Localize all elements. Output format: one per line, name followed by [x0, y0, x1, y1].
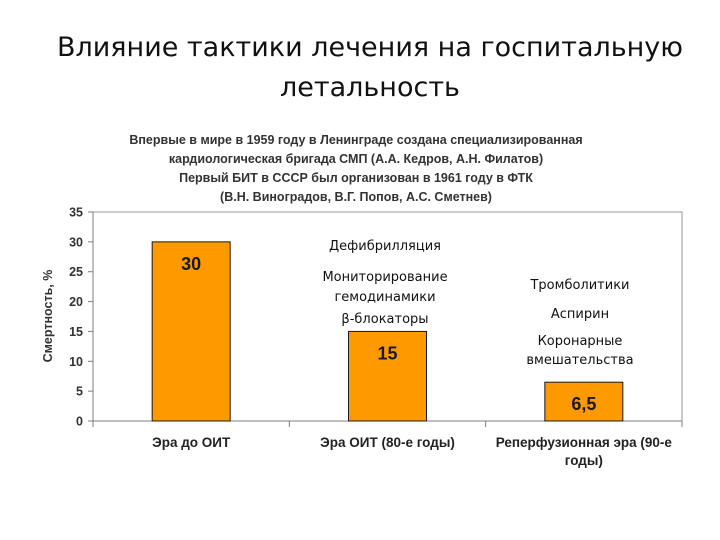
bar-value-label: 6,5: [571, 394, 596, 414]
bar-value-label: 30: [181, 254, 201, 274]
x-category-label: Реперфузионная эра (90-е: [496, 435, 673, 450]
chart-frame: [39, 122, 696, 479]
bar: [544, 381, 624, 422]
slide-title-line-2: летальность: [280, 72, 460, 103]
y-tick-label: 5: [76, 385, 83, 399]
slide-title: Влияние тактики лечения на госпитальную …: [40, 28, 700, 108]
annotation-era2: β-блокаторы: [341, 312, 428, 327]
chart-header-line: Первый БИТ в СССР был организован в 1961…: [179, 171, 533, 185]
x-category-label: годы): [565, 453, 603, 468]
annotation-era3: Коронарные: [538, 334, 623, 349]
bar: [151, 241, 231, 422]
x-category-label: Эра ОИТ (80-е годы): [320, 435, 455, 450]
annotation-era3: вмешательства: [526, 353, 633, 368]
y-tick-label: 0: [76, 415, 83, 429]
y-tick-label: 15: [69, 325, 83, 339]
y-tick-label: 10: [69, 355, 83, 369]
bar-value-label: 15: [377, 343, 397, 363]
y-axis-title: Смертность, %: [41, 270, 55, 363]
chart-header-line: Впервые в мире в 1959 году в Ленинграде …: [129, 133, 582, 147]
y-tick-label: 30: [69, 235, 83, 249]
y-tick-label: 20: [69, 295, 83, 309]
bar: [348, 330, 427, 422]
chart-header-line: кардиологическая бригада СМП (А.А. Кедро…: [169, 152, 543, 166]
y-tick-label: 25: [69, 265, 83, 279]
y-tick-label: 35: [69, 206, 83, 220]
annotation-era2: гемодинамики: [334, 290, 435, 305]
chart-header-line: (В.Н. Виноградов, В.Г. Попов, А.С. Сметн…: [220, 190, 492, 204]
annotation-era2: Дефибрилляция: [329, 239, 441, 254]
annotation-era3: Аспирин: [551, 307, 609, 322]
slide-title-line-1: Влияние тактики лечения на госпитальную: [56, 32, 684, 63]
x-category-label: Эра до ОИТ: [152, 435, 231, 450]
annotation-era3: Тромболитики: [529, 278, 629, 293]
annotation-era2: Мониторирование: [322, 270, 447, 285]
